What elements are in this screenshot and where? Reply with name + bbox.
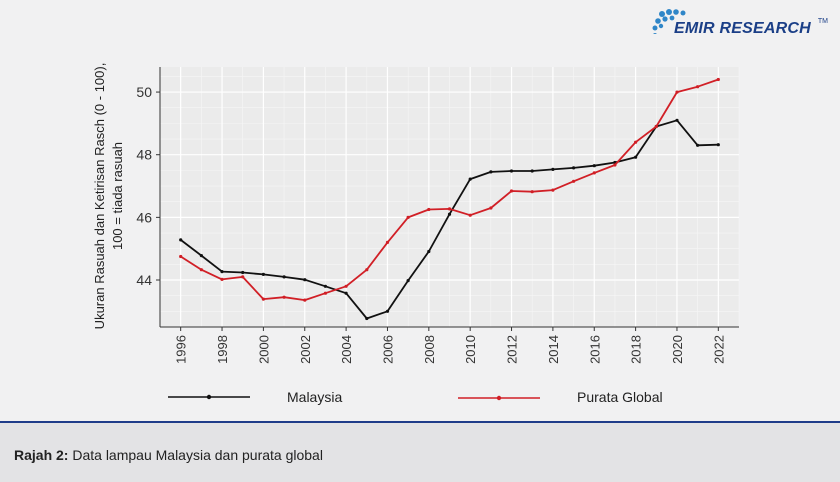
data-point-global-2014 bbox=[551, 188, 555, 192]
data-point-global-2001 bbox=[282, 295, 286, 299]
data-point-malaysia-2022 bbox=[716, 143, 720, 147]
x-tick-label: 2000 bbox=[256, 335, 271, 364]
data-point-global-2013 bbox=[530, 190, 534, 194]
data-point-global-2004 bbox=[344, 284, 348, 288]
data-point-malaysia-2016 bbox=[592, 164, 596, 168]
data-point-global-1997 bbox=[199, 268, 203, 272]
data-point-global-2017 bbox=[613, 163, 617, 167]
x-tick-label: 2014 bbox=[546, 335, 561, 364]
data-point-global-2002 bbox=[303, 298, 307, 302]
x-tick-label: 2004 bbox=[339, 335, 354, 364]
data-point-global-2007 bbox=[406, 215, 410, 219]
data-point-malaysia-2002 bbox=[303, 278, 307, 282]
x-tick-label: 2010 bbox=[463, 335, 478, 364]
brand-logo: EMIR RESEARCH TM bbox=[648, 2, 828, 42]
x-tick-label: 2022 bbox=[711, 335, 726, 364]
line-chart: 44 46 48 50 1996 1998 2000 2002 2004 2006 2008 201… bbox=[92, 63, 740, 405]
data-point-malaysia-2000 bbox=[261, 272, 265, 276]
caption-bar: Rajah 2: Data lampau Malaysia dan purata… bbox=[0, 421, 840, 482]
x-tick-label: 2016 bbox=[587, 335, 602, 364]
legend-marker-global bbox=[496, 395, 502, 401]
data-point-malaysia-2003 bbox=[323, 284, 327, 288]
data-point-malaysia-2014 bbox=[551, 167, 555, 171]
data-point-malaysia-2008 bbox=[427, 249, 431, 254]
data-point-global-2015 bbox=[572, 179, 576, 183]
data-point-global-2008 bbox=[427, 207, 431, 212]
legend-label-malaysia: Malaysia bbox=[287, 389, 342, 405]
data-point-malaysia-2009 bbox=[447, 212, 452, 216]
x-axis-ticks: 1996 1998 2000 2002 2004 2006 2008 2010 2012 2014… bbox=[174, 327, 726, 364]
legend: Malaysia Purata Global bbox=[168, 389, 663, 405]
data-point-malaysia-1996 bbox=[179, 238, 183, 242]
y-axis-ticks: 44 46 48 50 bbox=[136, 84, 160, 288]
data-point-global-1998 bbox=[220, 277, 224, 281]
data-point-global-2012 bbox=[509, 189, 514, 193]
y-axis-label-line1: Ukuran Rasuah dan Ketirisan Rasch (0 - 1… bbox=[92, 63, 107, 330]
caption-label: Rajah 2: bbox=[14, 447, 69, 463]
data-point-global-2022 bbox=[716, 77, 720, 82]
data-point-global-1996 bbox=[179, 254, 183, 259]
legend-marker-malaysia bbox=[206, 394, 212, 400]
data-point-global-2018 bbox=[634, 140, 638, 144]
caption-text: Data lampau Malaysia dan purata global bbox=[72, 447, 323, 463]
data-point-malaysia-2021 bbox=[696, 143, 700, 147]
globe-icon bbox=[652, 9, 686, 34]
data-point-global-2019 bbox=[654, 124, 658, 129]
data-point-malaysia-2012 bbox=[509, 169, 514, 173]
data-point-malaysia-2011 bbox=[489, 170, 493, 174]
y-axis-label-line2: 100 = tiada rasuah bbox=[110, 142, 125, 250]
data-point-malaysia-2004 bbox=[344, 291, 348, 295]
data-point-global-2005 bbox=[365, 268, 369, 272]
data-point-malaysia-2018 bbox=[634, 155, 638, 159]
x-tick-label: 2020 bbox=[670, 335, 685, 364]
x-tick-label: 2018 bbox=[629, 335, 644, 364]
x-tick-label: 1998 bbox=[215, 335, 230, 364]
y-tick-label: 48 bbox=[136, 147, 152, 163]
x-tick-label: 2012 bbox=[505, 335, 520, 364]
y-tick-label: 44 bbox=[136, 272, 152, 288]
figure-caption: Rajah 2: Data lampau Malaysia dan purata… bbox=[14, 447, 323, 463]
data-point-malaysia-2015 bbox=[572, 166, 576, 170]
data-point-malaysia-2010 bbox=[468, 177, 472, 181]
data-point-global-2010 bbox=[468, 213, 472, 217]
x-tick-label: 1996 bbox=[174, 335, 189, 364]
data-point-malaysia-2020 bbox=[675, 118, 679, 122]
data-point-global-2009 bbox=[447, 207, 452, 211]
data-point-global-2011 bbox=[489, 206, 493, 210]
series-group bbox=[179, 77, 720, 321]
data-point-malaysia-1999 bbox=[241, 270, 245, 275]
data-point-global-2006 bbox=[385, 240, 390, 244]
x-tick-label: 2002 bbox=[298, 335, 313, 364]
y-tick-label: 46 bbox=[136, 209, 152, 225]
data-point-global-1999 bbox=[241, 275, 245, 279]
y-tick-label: 50 bbox=[136, 84, 152, 100]
x-tick-label: 2006 bbox=[380, 335, 395, 364]
data-point-global-2021 bbox=[696, 85, 700, 89]
legend-label-global: Purata Global bbox=[577, 389, 663, 405]
x-tick-label: 2008 bbox=[422, 335, 437, 364]
data-point-malaysia-2001 bbox=[282, 275, 286, 279]
brand-name: EMIR RESEARCH bbox=[674, 20, 811, 37]
data-point-malaysia-1997 bbox=[199, 254, 203, 258]
data-point-malaysia-2006 bbox=[385, 309, 390, 313]
data-point-malaysia-2005 bbox=[365, 316, 369, 321]
data-point-malaysia-2007 bbox=[406, 279, 410, 283]
data-point-global-2000 bbox=[261, 297, 265, 301]
data-point-malaysia-2013 bbox=[530, 169, 534, 173]
brand-trademark: TM bbox=[817, 18, 828, 25]
data-point-global-2003 bbox=[323, 291, 327, 295]
data-point-global-2016 bbox=[592, 171, 596, 175]
data-point-global-2020 bbox=[675, 90, 679, 94]
data-point-malaysia-1998 bbox=[220, 270, 224, 274]
